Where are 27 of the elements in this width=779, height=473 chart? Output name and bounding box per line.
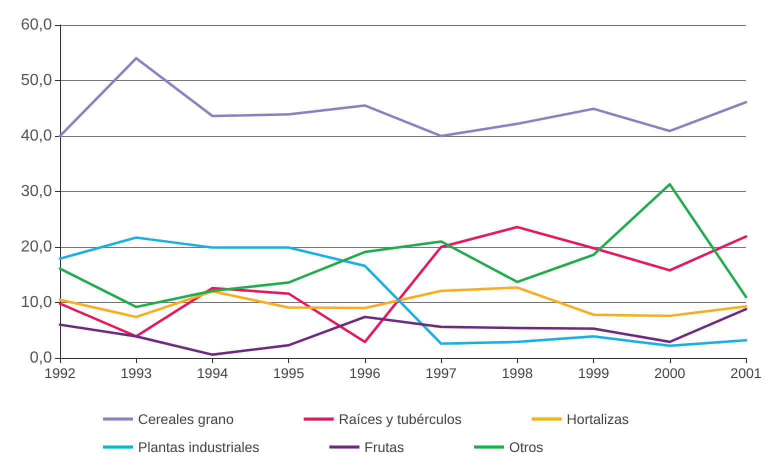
x-tick-label: 1997 [426,365,457,381]
legend-label: Hortalizas [566,411,629,427]
legend-label: Raíces y tubérculos [338,411,462,427]
y-tick-label: 10,0 [20,294,52,311]
legend-label: Plantas industriales [138,439,260,455]
line-series [58,57,748,138]
line-series [58,183,748,308]
x-tick-label: 1994 [196,365,228,381]
line-series [58,286,748,318]
x-tick-label: 1995 [273,365,304,381]
x-tick-label: 1999 [578,365,610,381]
legend-label: Otros [509,439,544,455]
y-tick-label: 20,0 [20,238,52,256]
legend-label: Cereales grano [138,411,234,427]
y-tick-label: 60,0 [20,16,52,34]
x-tick-label: 1992 [44,365,76,381]
legend-label: Frutas [364,439,404,455]
y-tick-label: 30,0 [20,183,52,200]
x-tick-label: 1993 [120,365,152,381]
line-series [58,308,748,356]
x-tick-label: 1996 [349,365,381,381]
y-tick-label: 0,0 [30,350,52,366]
y-tick-label: 50,0 [20,72,52,89]
x-tick-label: 2001 [730,365,762,381]
y-tick-label: 40,0 [20,128,52,144]
x-tick-label: 1998 [502,365,534,381]
x-tick-label: 2000 [654,365,686,381]
